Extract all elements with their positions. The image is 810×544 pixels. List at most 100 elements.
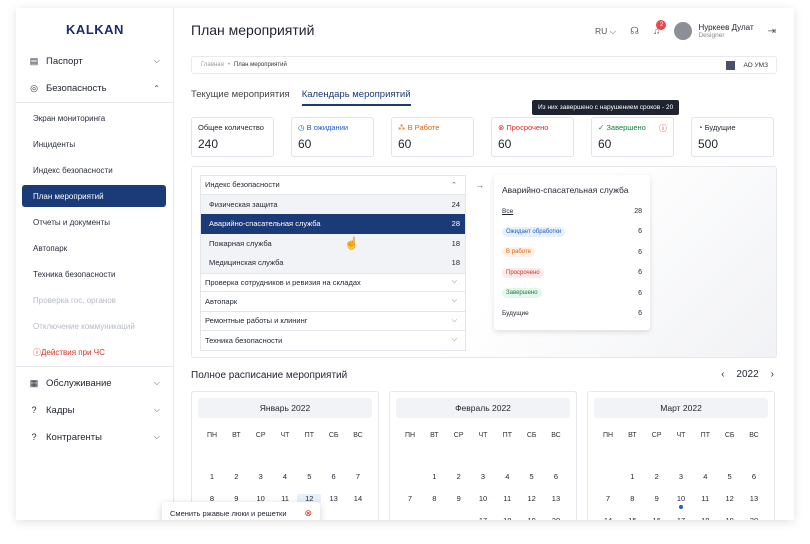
stat-card[interactable]: ✓ Завершено 60 ⓘ [591, 117, 674, 157]
calendar-day[interactable]: 8 [630, 494, 635, 503]
calendar-day[interactable]: 8 [432, 494, 437, 503]
calendar-day[interactable]: 4 [703, 472, 708, 481]
calendar-day[interactable]: 2 [456, 472, 461, 481]
stat-card[interactable]: Общее количество 240 [191, 117, 274, 157]
calendar-day[interactable]: 7 [407, 494, 413, 503]
sidebar-section-5[interactable]: ? Контрагенты ⌵ [16, 424, 174, 450]
calendar-day[interactable]: 16 [645, 516, 669, 520]
calendar-day[interactable]: 12 [725, 494, 734, 503]
logout-icon[interactable]: ⇥ [767, 25, 776, 37]
detail-row[interactable]: Ожидает обработки 6 [502, 222, 642, 243]
accordion-subitem[interactable]: Медицинская служба 18 [200, 253, 466, 273]
calendar-day[interactable]: 11 [503, 494, 512, 503]
close-circle-icon[interactable]: ⊗ [304, 507, 312, 518]
sidebar-item[interactable]: Отчеты и документы [22, 211, 166, 233]
calendar-day[interactable]: 11 [281, 494, 289, 503]
stat-card[interactable]: ⊗ Просрочено 60 [491, 117, 574, 157]
calendar-day[interactable]: 17 [471, 516, 495, 520]
calendar-day[interactable]: 15 [620, 516, 644, 520]
sidebar-section-3[interactable]: ▦ Обслуживание ⌵ [16, 370, 174, 396]
calendar-day[interactable]: 13 [551, 494, 561, 503]
accordion-header[interactable]: Ремонтные работы и клининг ⌵ [200, 311, 466, 331]
event-toast[interactable]: Сменить ржавые люки и решетки ⊗ [162, 502, 320, 520]
calendar-day[interactable]: 13 [749, 494, 759, 503]
calendar-day[interactable]: 3 [678, 472, 684, 481]
calendar-day[interactable]: 2 [654, 472, 659, 481]
calendar-day[interactable]: 19 [520, 516, 544, 520]
calendar-day[interactable]: 9 [654, 494, 659, 503]
calendar-day[interactable]: 8 [209, 494, 215, 503]
sidebar-section-2[interactable]: ◎ Безопасность ⌃ [16, 75, 174, 101]
stat-card[interactable]: ⁂ В Работе 60 [391, 117, 474, 157]
calendar-day[interactable]: 6 [331, 472, 336, 481]
tab-current-events[interactable]: Текущие мероприятия [191, 89, 290, 100]
calendar-day[interactable]: 1 [432, 472, 437, 481]
next-year-button[interactable]: › [770, 369, 774, 380]
sidebar-item[interactable]: План мероприятий [22, 185, 166, 207]
stat-card[interactable]: ◷ В ожидании 60 [291, 117, 374, 157]
breadcrumb-home[interactable]: Главная [201, 62, 224, 68]
calendar-day[interactable]: 2 [234, 472, 239, 481]
calendar-day[interactable]: 7 [605, 494, 611, 503]
calendar-day[interactable]: 13 [329, 494, 338, 503]
language-selector[interactable]: RU ⌵ [595, 25, 617, 36]
calendar-day[interactable]: 4 [282, 472, 288, 481]
support-icon[interactable]: ☊ [630, 25, 639, 37]
accordion-subitem[interactable]: Физическая защита 24 [200, 194, 466, 214]
detail-row[interactable]: Завершено 6 [502, 283, 642, 304]
calendar-day[interactable]: 17 [669, 516, 693, 520]
prev-year-button[interactable]: ‹ [721, 369, 725, 380]
calendar-day[interactable]: 10 [256, 494, 265, 503]
calendar-day[interactable]: 6 [751, 472, 757, 481]
accordion-header[interactable]: Техника безопасности ⌵ [200, 331, 466, 351]
calendar-day[interactable]: 14 [353, 494, 363, 503]
avatar[interactable] [674, 22, 693, 40]
stat-card[interactable]: ◔ Будущие 500 [691, 117, 774, 157]
accordion-header[interactable]: Автопарк ⌵ [200, 292, 466, 312]
calendar-day[interactable]: 9 [234, 494, 239, 503]
calendar-day[interactable]: 11 [701, 494, 710, 503]
sidebar-item[interactable]: Индекс безопасности [22, 159, 166, 181]
sidebar-item: Проверка гос. органов [22, 289, 166, 311]
detail-row[interactable]: Просрочено 6 [502, 263, 642, 284]
calendar-day[interactable]: 10 [669, 494, 693, 509]
calendar-day[interactable]: 10 [478, 494, 488, 503]
calendar-day[interactable]: 18 [495, 516, 519, 520]
detail-row[interactable]: Будущие 6 [502, 304, 642, 325]
calendar-day[interactable]: 20 [544, 516, 568, 520]
calendar-day[interactable]: 5 [529, 472, 534, 481]
sidebar-item[interactable]: Инциденты [22, 133, 166, 155]
sidebar-item[interactable]: Экран мониторинга [22, 107, 166, 129]
tab-events-calendar[interactable]: Календарь мероприятий [301, 89, 411, 106]
calendar-day[interactable]: 9 [456, 494, 461, 503]
calendar-day[interactable]: 5 [727, 472, 732, 481]
accordion-header[interactable]: Проверка сотрудников и ревизия на склада… [200, 272, 466, 292]
calendar-day[interactable]: 19 [718, 516, 742, 520]
calendar-day[interactable]: 4 [505, 472, 510, 481]
user-info[interactable]: Нуркеев Дулат Designer [698, 23, 753, 39]
sidebar-item[interactable]: Автопарк [22, 237, 166, 259]
org-selector[interactable]: АО УМЗ [726, 60, 768, 70]
calendar-day[interactable]: 3 [480, 472, 486, 481]
calendar-day[interactable]: 12 [527, 494, 536, 503]
calendar-day[interactable]: 20 [742, 516, 766, 520]
calendar-day[interactable]: 18 [693, 516, 717, 520]
calendar-day[interactable]: 3 [258, 472, 263, 481]
calendar-day[interactable]: 7 [355, 472, 361, 481]
sidebar-section-4[interactable]: ? Кадры ⌵ [16, 397, 174, 423]
accordion-subitem[interactable]: Пожарная служба 18 [200, 233, 466, 253]
calendar-day[interactable]: 1 [209, 472, 215, 481]
sidebar-item[interactable]: Техника безопасности [22, 263, 166, 285]
calendar-day[interactable]: 1 [630, 472, 635, 481]
accordion-header[interactable]: Индекс безопасности ⌃ [200, 175, 466, 195]
calendar-day[interactable]: 14 [596, 516, 620, 520]
detail-row[interactable]: В работе 6 [502, 242, 642, 263]
accordion-subitem[interactable]: Аварийно-спасательная служба 28 [200, 214, 466, 234]
sidebar-section-1[interactable]: ▤ Паспорт ⌵ [16, 48, 174, 74]
bell-icon[interactable]: ♫ 2 [653, 19, 667, 37]
warning-icon[interactable]: ⓘ [659, 124, 667, 133]
calendar-day[interactable]: 5 [307, 472, 312, 481]
detail-row[interactable]: Все 28 [502, 201, 642, 222]
calendar-day[interactable]: 6 [553, 472, 559, 481]
sidebar-item[interactable]: ⓘ Действия при ЧС [22, 341, 166, 363]
